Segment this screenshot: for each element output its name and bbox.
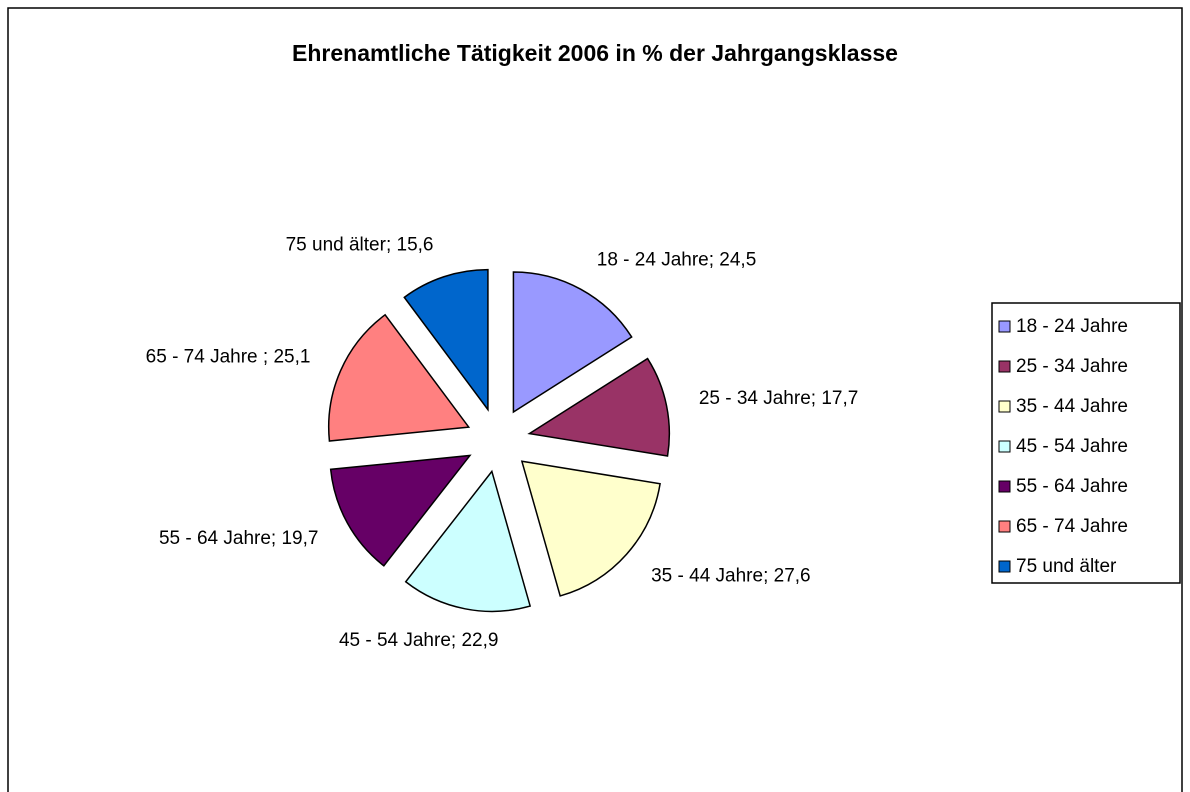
legend-swatch [998,400,1011,413]
legend-label: 55 - 64 Jahre [1016,476,1128,497]
legend-label: 35 - 44 Jahre [1016,396,1128,417]
data-label: 75 und älter; 15,6 [286,234,434,255]
data-label: 45 - 54 Jahre; 22,9 [339,630,499,651]
chart-title: Ehrenamtliche Tätigkeit 2006 in % der Ja… [292,40,898,66]
data-label: 25 - 34 Jahre; 17,7 [699,388,859,409]
data-label: 35 - 44 Jahre; 27,6 [651,565,811,586]
data-label: 55 - 64 Jahre; 19,7 [159,528,319,549]
pie-slice [520,460,661,597]
legend-swatch [998,560,1011,573]
data-label: 18 - 24 Jahre; 24,5 [597,249,757,270]
legend-label: 75 und älter [1016,556,1117,577]
legend-label: 65 - 74 Jahre [1016,516,1128,537]
pie-slice [404,469,532,613]
legend-box [991,302,1181,584]
legend-swatch [998,440,1011,453]
pie-slice [329,454,472,567]
legend-swatch [998,320,1011,333]
legend-label: 25 - 34 Jahre [1016,356,1128,377]
legend-label: 18 - 24 Jahre [1016,316,1128,337]
data-label: 65 - 74 Jahre ; 25,1 [146,346,311,367]
legend-label: 45 - 54 Jahre [1016,436,1128,457]
pie-slice [403,268,489,412]
legend-swatch [998,360,1011,373]
legend-swatch [998,520,1011,533]
legend-swatch [998,480,1011,493]
pie-slice [527,357,671,457]
pie-slice [328,313,471,442]
pie-slice [512,271,633,414]
